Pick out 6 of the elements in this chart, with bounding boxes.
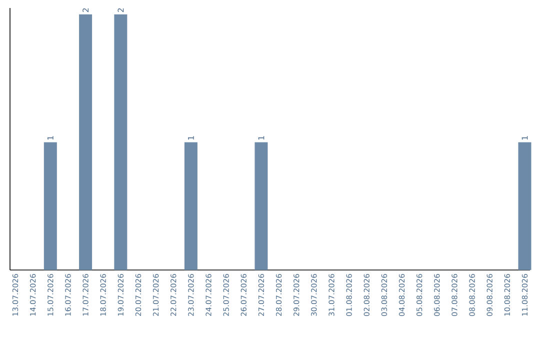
- data-label: 1: [522, 136, 528, 140]
- data-label: 2: [118, 8, 124, 12]
- data-label: 1: [47, 136, 54, 140]
- data-label: 1: [258, 136, 264, 140]
- data-label: 2: [82, 8, 89, 12]
- data-label: 1: [188, 136, 194, 140]
